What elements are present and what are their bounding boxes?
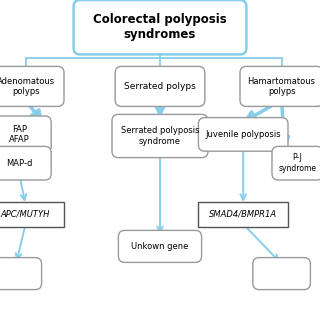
Text: APC/MUTYH: APC/MUTYH	[1, 210, 50, 219]
FancyBboxPatch shape	[74, 0, 246, 54]
Text: Unkown gene: Unkown gene	[131, 242, 189, 251]
Text: Colorectal polyposis
syndromes: Colorectal polyposis syndromes	[93, 13, 227, 41]
FancyBboxPatch shape	[112, 114, 208, 158]
FancyBboxPatch shape	[0, 116, 51, 153]
Text: SMAD4/BMPR1A: SMAD4/BMPR1A	[209, 210, 277, 219]
FancyBboxPatch shape	[0, 67, 64, 106]
Text: Serrated polyps: Serrated polyps	[124, 82, 196, 91]
FancyBboxPatch shape	[115, 67, 205, 106]
FancyBboxPatch shape	[0, 202, 64, 227]
FancyBboxPatch shape	[198, 118, 288, 151]
Text: Adenomatous
polyps: Adenomatous polyps	[0, 77, 55, 96]
FancyBboxPatch shape	[253, 258, 310, 290]
Text: FAP
AFAP: FAP AFAP	[9, 125, 29, 144]
Text: P-J
syndrome: P-J syndrome	[279, 154, 316, 173]
FancyBboxPatch shape	[272, 147, 320, 180]
FancyBboxPatch shape	[0, 147, 51, 180]
Text: Hamartomatous
polyps: Hamartomatous polyps	[248, 77, 316, 96]
FancyBboxPatch shape	[240, 67, 320, 106]
FancyBboxPatch shape	[118, 230, 202, 262]
Text: MAP-d: MAP-d	[6, 159, 32, 168]
Text: Serrated polyposis
syndrome: Serrated polyposis syndrome	[121, 126, 199, 146]
FancyBboxPatch shape	[0, 258, 42, 290]
Text: Juvenile polyposis: Juvenile polyposis	[205, 130, 281, 139]
FancyBboxPatch shape	[198, 202, 288, 227]
